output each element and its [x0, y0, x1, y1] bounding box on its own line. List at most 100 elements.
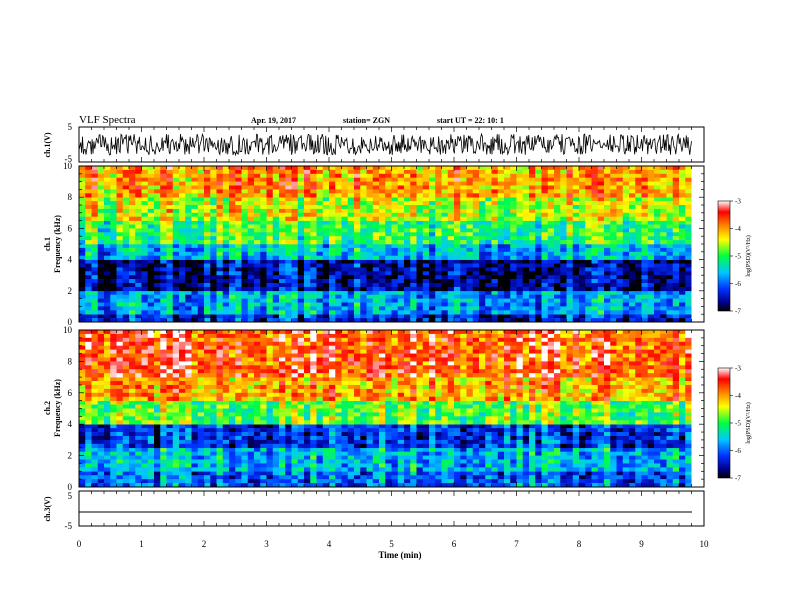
spectrogram-cell [685, 208, 692, 214]
spectrogram-cell [322, 471, 330, 476]
spectrogram-cell [454, 279, 461, 284]
spectrogram-cell [297, 189, 305, 194]
spectrogram-cell [197, 236, 205, 241]
spectrogram-cell [591, 475, 599, 480]
spectrogram-cell [447, 306, 455, 311]
spectrogram-cell [329, 244, 336, 249]
spectrogram-cell [216, 290, 224, 295]
spectrogram-cell [547, 197, 555, 202]
spectrogram-cell [535, 228, 542, 233]
spectrogram-cell [185, 290, 192, 295]
spectrogram-cell [472, 240, 480, 245]
spectrogram-cell [435, 479, 442, 484]
spectrogram-cell [516, 169, 524, 175]
spectrogram-cell [591, 306, 599, 311]
spectrogram-cell [241, 424, 249, 429]
spectrogram-cell [85, 169, 92, 175]
spectrogram-cell [172, 424, 180, 429]
spectrogram-cell [129, 193, 136, 198]
spectrogram-cell [379, 483, 386, 488]
spectrogram-cell [510, 318, 517, 323]
spectrogram-cell [410, 185, 417, 190]
spectrogram-cell [679, 224, 686, 229]
spectrogram-cell [410, 279, 417, 284]
spectrogram-cell [354, 216, 361, 221]
spectrogram-cell [222, 212, 230, 217]
spectrogram-cell [185, 189, 192, 194]
spectrogram-cell [385, 212, 392, 217]
spectrogram-cell [141, 302, 149, 307]
spectrogram-cell [129, 318, 136, 323]
spectrogram-cell [504, 197, 511, 202]
spectrogram-cell [266, 447, 274, 452]
spectrogram-cell [616, 169, 624, 175]
spectrogram-cell [622, 185, 630, 190]
spectrogram-cell [460, 294, 467, 299]
spectrogram-cell [297, 166, 305, 171]
spectrogram-cell [491, 216, 499, 221]
spectrogram-cell [222, 201, 230, 206]
spectrogram-cell [579, 166, 586, 171]
spectrogram-cell [479, 267, 486, 272]
spectrogram-cell [185, 298, 192, 303]
spectrogram-cell [197, 185, 205, 190]
spectrogram-cell [566, 467, 574, 472]
spectrogram-cell [560, 173, 567, 178]
spectrogram-cell [679, 306, 686, 311]
spectrogram-cell [441, 463, 449, 468]
spectrogram-cell [441, 173, 449, 178]
spectrogram-cell [372, 189, 380, 194]
spectrogram-cell [122, 197, 130, 202]
spectrogram-cell [160, 271, 167, 276]
spectrogram-cell [604, 185, 611, 190]
spectrogram-cell [560, 212, 567, 217]
spectrogram-cell [616, 181, 624, 186]
spectrogram-cell [622, 216, 630, 221]
spectrogram-cell [622, 290, 630, 295]
spectrogram-cell [629, 310, 636, 315]
spectrogram-cell [285, 208, 292, 214]
spectrogram-cell [179, 279, 186, 284]
spectrogram-cell [604, 216, 611, 221]
spectrogram-cell [210, 447, 217, 452]
spectrogram-cell [310, 255, 317, 260]
spectrogram-cell [647, 208, 655, 214]
spectrogram-cell [204, 267, 211, 272]
spectrogram-cell [429, 451, 436, 456]
spectrogram-cell [485, 251, 492, 256]
spectrogram-cell [285, 181, 292, 186]
spectrogram-cell [241, 251, 249, 256]
spectrogram-cell [266, 463, 274, 468]
spectrogram-cell [147, 467, 155, 472]
spectrogram-cell [197, 310, 205, 315]
spectrogram-cell [516, 294, 524, 299]
spectrogram-cell [572, 181, 580, 186]
spectrogram-cell [422, 275, 430, 280]
spectrogram-cell [610, 271, 617, 276]
spectrogram-cell [441, 310, 449, 315]
spectrogram-cell [622, 479, 630, 484]
spectrogram-cell [516, 267, 524, 272]
spectrogram-cell [435, 247, 442, 253]
spectrogram-cell [266, 467, 274, 472]
spectrogram-cell [216, 306, 224, 311]
spectrogram-cell [204, 290, 211, 295]
spectrogram-cell [122, 193, 130, 198]
spectrogram-cell [629, 286, 636, 292]
spectrogram-cell [91, 181, 99, 186]
spectrogram-cell [316, 251, 324, 256]
spectrogram-cell [341, 166, 349, 171]
spectrogram-cell [429, 310, 436, 315]
spectrogram-cell [335, 471, 342, 476]
spectrogram-cell [116, 224, 124, 229]
spectrogram-cell [679, 220, 686, 225]
spectrogram-cell [429, 279, 436, 284]
spectrogram-cell [279, 467, 286, 472]
spectrogram-cell [629, 216, 636, 221]
spectrogram-cell [235, 479, 242, 484]
spectrogram-cell [472, 177, 480, 182]
spectrogram-cell [404, 318, 411, 323]
spectrogram-cell [310, 220, 317, 225]
spectrogram-cell [466, 451, 474, 456]
spectrogram-cell [485, 240, 492, 245]
